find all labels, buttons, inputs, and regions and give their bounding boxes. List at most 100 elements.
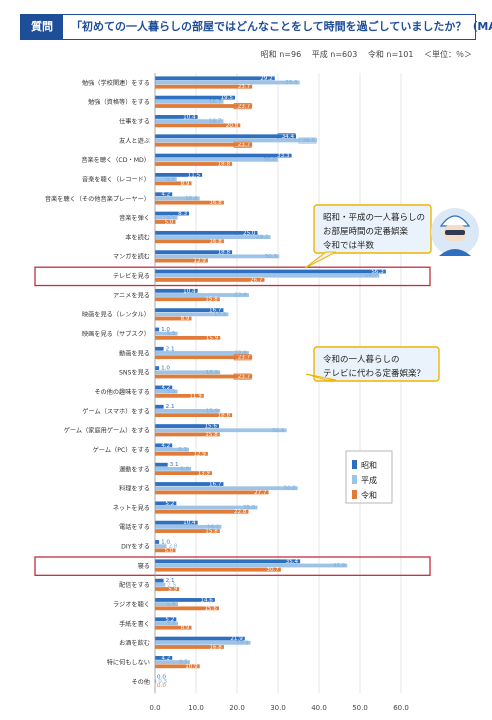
data-label: 2.1 [166, 578, 175, 584]
bar-令和 [155, 142, 253, 147]
data-label: 8.8 [180, 466, 189, 472]
data-label: 16.7 [209, 99, 222, 105]
data-label: 4.2 [161, 443, 170, 449]
bar-令和 [155, 200, 224, 205]
bar-平成 [155, 235, 271, 239]
data-label: 0.0 [157, 675, 166, 681]
category-label: 音楽を弾く [119, 214, 150, 222]
data-label: 35.4 [286, 559, 299, 565]
annotation-text: 令和では半数 [323, 240, 375, 251]
category-label: 友人と遊ぶ [119, 137, 150, 145]
data-label: 4.2 [161, 385, 170, 391]
bar-令和 [155, 548, 176, 553]
category-label: お酒を飲む [119, 639, 150, 647]
data-label: 8.9 [181, 625, 190, 631]
bar-平成 [155, 524, 222, 529]
data-label: 0.3 [158, 679, 167, 685]
data-label: 16.7 [209, 308, 222, 314]
bar-昭和 [155, 76, 275, 81]
data-label: 10.4 [183, 288, 196, 294]
bar-昭和 [155, 327, 160, 332]
bar-昭和 [155, 192, 173, 197]
data-label: 20.8 [226, 123, 239, 129]
bar-令和 [155, 278, 265, 282]
annotation-text: テレビに代わる定番娯楽？ [323, 368, 425, 379]
data-label: 5.9 [168, 587, 177, 593]
data-label: 15.8 [205, 432, 218, 438]
category-label: ゲーム（スマホ）をする [82, 407, 150, 415]
annotation-box [313, 204, 432, 254]
bar-昭和 [155, 501, 177, 506]
data-label: 23.7 [238, 84, 251, 90]
legend-label: 令和 [361, 490, 377, 500]
bar-平成 [155, 640, 251, 645]
bar-令和 [155, 84, 253, 89]
bar-平成 [155, 370, 221, 375]
bar-平成 [155, 293, 249, 297]
data-label: 21.9 [230, 636, 243, 642]
data-label: 15.8 [205, 297, 218, 303]
data-label: 12.9 [193, 258, 206, 264]
data-label: 10.4 [183, 520, 196, 526]
data-label: 23.3 [236, 640, 249, 646]
data-label: 5.5 [167, 389, 176, 395]
data-label: 16.8 [209, 239, 222, 245]
bar-昭和 [155, 559, 301, 564]
category-label: 音楽を聴く（CD・MD） [81, 156, 150, 164]
data-label: 8.3 [178, 211, 187, 217]
category-label: ネットを見る [113, 505, 150, 512]
count-heisei: 平成 n=603 [311, 50, 358, 59]
bar-昭和 [155, 598, 215, 602]
bar-令和 [155, 529, 220, 533]
bar-平成 [155, 621, 178, 626]
category-label: 仕事をする [119, 118, 150, 126]
question-tag: 質問 [21, 15, 63, 39]
category-label: マンガを読む [113, 253, 150, 261]
mascot-cap [439, 215, 471, 227]
bar-平成 [155, 428, 287, 433]
category-label: 特に何もしない [107, 658, 150, 666]
bar-昭和 [155, 173, 203, 177]
legend-swatch [352, 460, 357, 469]
data-label: 26.7 [250, 277, 263, 283]
data-label: 28.2 [256, 235, 268, 241]
data-label: 4.2 [161, 192, 170, 198]
x-tick-label: 30.0 [270, 704, 286, 712]
category-label: その他 [131, 678, 150, 686]
data-label: 12.9 [193, 451, 206, 457]
value-box [233, 103, 252, 110]
highlight-box [34, 266, 431, 287]
highlight-box [34, 556, 431, 576]
data-label: 8.5 [179, 660, 188, 666]
category-label: DIYをする [121, 544, 150, 551]
data-label: 5.2 [165, 617, 174, 623]
bar-令和 [155, 490, 269, 495]
data-label: 8.9 [181, 316, 190, 322]
data-label: 5.2 [165, 501, 174, 507]
data-label: 16.7 [209, 119, 222, 125]
unit-label: ＜単位：％＞ [424, 50, 472, 59]
bar-昭和 [155, 636, 245, 641]
bar-昭和 [155, 578, 164, 583]
bar-平成 [155, 544, 167, 549]
bar-昭和 [155, 308, 224, 313]
mascot-icon [431, 208, 479, 256]
data-label: 23.7 [238, 374, 251, 380]
bar-平成 [155, 679, 157, 684]
category-label: ゲーム（家庭用ゲーム）をする [64, 427, 150, 435]
category-label: 音楽を聴く（その他音楽プレーヤー） [45, 195, 150, 203]
annotation-tail [305, 373, 337, 381]
bar-令和 [155, 162, 233, 166]
value-box [233, 354, 252, 361]
data-label: 16.7 [209, 482, 222, 488]
bar-平成 [155, 273, 380, 278]
annotation-box [313, 346, 440, 382]
data-label: 15.6 [204, 606, 217, 612]
data-label: 23.7 [238, 355, 251, 361]
category-label: 映画を見る（レンタル） [82, 311, 150, 319]
data-label: 5.5 [167, 215, 176, 221]
category-label: 配信をする [119, 581, 150, 589]
x-tick-label: 50.0 [352, 704, 368, 712]
data-label: 22.9 [234, 293, 247, 299]
data-label: 13.9 [198, 471, 211, 477]
